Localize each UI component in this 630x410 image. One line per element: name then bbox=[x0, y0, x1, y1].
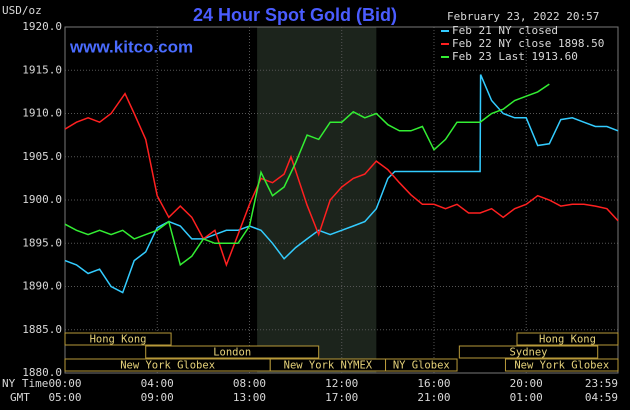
y-tick-label: 1890.0 bbox=[22, 280, 62, 293]
session-label: Sydney bbox=[510, 347, 548, 359]
x-tick-label: 20:00 bbox=[510, 377, 543, 390]
x-tick-label: 16:00 bbox=[417, 377, 450, 390]
session-label: Hong Kong bbox=[539, 334, 596, 346]
legend-label: Feb 23 Last 1913.60 bbox=[452, 50, 578, 63]
y-tick-label: 1920.0 bbox=[22, 20, 62, 33]
y-tick-label: 1915.0 bbox=[22, 63, 62, 76]
x-tick-label: 00:00 bbox=[48, 377, 81, 390]
x2-tick-label: 17:00 bbox=[325, 391, 358, 404]
y-tick-label: 1900.0 bbox=[22, 193, 62, 206]
legend-label: Feb 21 NY closed bbox=[452, 24, 558, 37]
x2-tick-label: 13:00 bbox=[233, 391, 266, 404]
series-line bbox=[64, 92, 619, 268]
series-line bbox=[64, 74, 619, 294]
session-label: London bbox=[213, 347, 251, 359]
session-label: New York NYMEX bbox=[284, 360, 373, 372]
y-tick-label: 1905.0 bbox=[22, 150, 62, 163]
x2-tick-label: 21:00 bbox=[417, 391, 450, 404]
shaded-region bbox=[257, 27, 377, 373]
x-tick-label: 23:59 bbox=[585, 377, 618, 390]
x2-tick-label: 09:00 bbox=[141, 391, 174, 404]
x-tick-label: 04:00 bbox=[141, 377, 174, 390]
y-tick-label: 1910.0 bbox=[22, 107, 62, 120]
site-label: www.kitco.com bbox=[69, 37, 193, 56]
session-box bbox=[64, 332, 172, 346]
x-tick-label: 08:00 bbox=[233, 377, 266, 390]
session-box bbox=[458, 345, 599, 359]
y-tick-label: 1880.0 bbox=[22, 366, 62, 379]
session-label: Hong Kong bbox=[90, 334, 147, 346]
x2-tick-label: 05:00 bbox=[48, 391, 81, 404]
session-label: New York Globex bbox=[514, 360, 609, 372]
session-box bbox=[516, 332, 619, 346]
x-axis-label: NY Time bbox=[2, 377, 48, 390]
session-box bbox=[504, 358, 619, 372]
y-axis-label: USD/oz bbox=[2, 4, 42, 17]
session-box bbox=[145, 345, 320, 359]
legend-label: Feb 22 NY close 1898.50 bbox=[452, 37, 604, 50]
chart-title: 24 Hour Spot Gold (Bid) bbox=[193, 5, 397, 25]
x2-tick-label: 01:00 bbox=[510, 391, 543, 404]
session-label: NY Globex bbox=[393, 360, 450, 372]
plot-border bbox=[64, 26, 619, 374]
x2-tick-label: 04:59 bbox=[585, 391, 618, 404]
x2-axis-label: GMT bbox=[10, 391, 30, 404]
series-line bbox=[64, 83, 550, 267]
session-box bbox=[385, 358, 458, 372]
y-tick-label: 1885.0 bbox=[22, 323, 62, 336]
x-tick-label: 12:00 bbox=[325, 377, 358, 390]
session-label: New York Globex bbox=[120, 360, 215, 372]
y-tick-label: 1895.0 bbox=[22, 236, 62, 249]
timestamp: February 23, 2022 20:57 bbox=[447, 10, 599, 23]
